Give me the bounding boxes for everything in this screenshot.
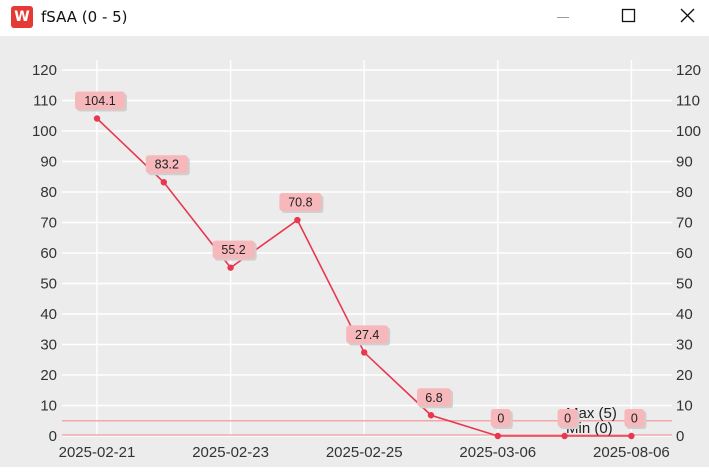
x-tick-label: 2025-02-25 — [326, 444, 403, 461]
y-tick-label-left: 40 — [40, 306, 57, 323]
data-point — [294, 216, 301, 224]
y-tick-label-right: 0 — [676, 428, 684, 445]
data-label-box — [417, 388, 451, 407]
data-label: 55.2 — [221, 243, 245, 257]
data-label-box — [212, 240, 255, 259]
window-title: fSAA (0 - 5) — [41, 8, 128, 26]
y-tick-label-right: 80 — [676, 184, 693, 201]
data-point — [561, 432, 568, 440]
data-label-box — [279, 193, 322, 212]
y-tick-label-right: 20 — [676, 367, 693, 384]
y-tick-label-right: 50 — [676, 276, 693, 293]
y-tick-label-right: 100 — [676, 123, 701, 140]
chart-area: Max (5) Min (0) 0 0 10 10 20 20 30 30 40 40 50 50 60 6… — [0, 36, 709, 467]
y-tick-label-left: 80 — [40, 184, 57, 201]
x-tick-label: 2025-03-06 — [459, 444, 536, 461]
y-tick-label-right: 70 — [676, 215, 693, 232]
data-point — [361, 349, 368, 356]
y-tick-label-left: 50 — [40, 276, 57, 293]
data-point — [494, 432, 501, 440]
y-tick-label-left: 0 — [49, 428, 57, 445]
x-tick-label: 2025-08-06 — [593, 444, 670, 461]
x-tick-label: 2025-02-21 — [59, 444, 136, 461]
y-tick-label-right: 120 — [676, 62, 701, 79]
data-point — [227, 264, 234, 271]
data-label: 0 — [631, 412, 638, 426]
title-bar[interactable]: W fSAA (0 - 5) — [0, 0, 709, 36]
y-tick-label-left: 100 — [32, 123, 57, 140]
data-label: 27.4 — [355, 328, 379, 342]
axes: 0 0 10 10 20 20 30 30 40 40 50 50 60 60 70 70 80 80 90 90 10… — [32, 62, 701, 461]
maximize-button[interactable] — [605, 0, 651, 34]
minimize-button[interactable] — [540, 0, 586, 34]
y-tick-label-right: 60 — [676, 245, 693, 262]
y-tick-label-left: 120 — [32, 62, 57, 79]
data-label-box — [490, 409, 511, 427]
data-label: 6.8 — [425, 391, 442, 405]
y-tick-label-left: 70 — [40, 215, 57, 232]
y-tick-label-left: 30 — [40, 337, 57, 354]
y-tick-label-right: 40 — [676, 306, 693, 323]
y-tick-label-left: 20 — [40, 367, 57, 384]
y-tick-label-left: 90 — [40, 154, 57, 171]
y-tick-label-right: 30 — [676, 337, 693, 354]
y-tick-label-right: 90 — [676, 154, 693, 171]
data-labels: 104.1 83.2 55.2 70.8 27.4 6.8 0 0 0 — [75, 91, 647, 429]
close-icon — [680, 8, 695, 23]
y-tick-label-left: 110 — [33, 93, 57, 110]
data-label: 83.2 — [155, 158, 179, 172]
data-point — [628, 432, 635, 440]
data-label: 0 — [497, 412, 504, 426]
data-label-box — [624, 409, 645, 427]
data-label-box — [145, 155, 188, 174]
data-label: 0 — [564, 412, 571, 426]
series-line — [93, 115, 635, 440]
data-label-box — [346, 325, 389, 344]
y-tick-label-left: 60 — [40, 245, 57, 262]
data-point — [427, 412, 435, 419]
y-tick-label-right: 10 — [676, 398, 693, 415]
y-tick-label-right: 110 — [676, 93, 700, 110]
y-tick-label-left: 10 — [40, 398, 57, 415]
grid-lines — [62, 60, 672, 437]
x-tick-label: 2025-02-23 — [192, 444, 269, 461]
data-label-box — [557, 409, 578, 427]
close-button[interactable] — [664, 0, 709, 34]
data-point — [93, 115, 101, 122]
data-point — [160, 179, 167, 186]
app-logo-icon: W — [11, 6, 33, 28]
maximize-icon — [621, 8, 636, 23]
data-label: 70.8 — [288, 196, 312, 210]
data-label: 104.1 — [84, 94, 115, 108]
minimize-icon — [557, 17, 569, 18]
data-label-box — [75, 91, 125, 110]
